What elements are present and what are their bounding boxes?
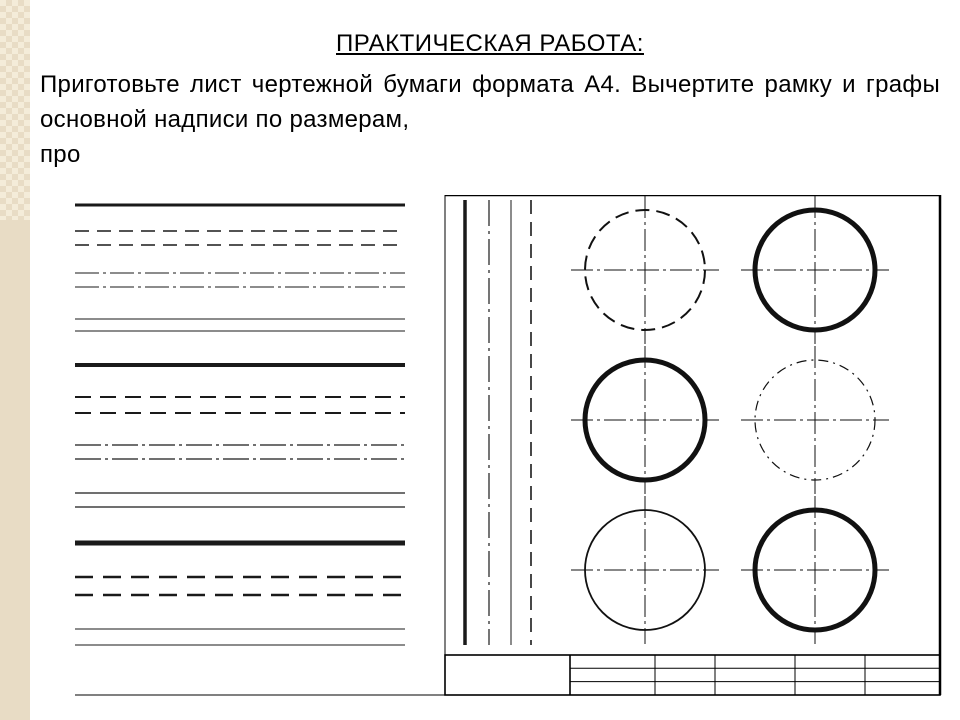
- sidebar-svg: [0, 0, 30, 720]
- text-content: ПРАКТИЧЕСКАЯ РАБОТА: Приготовьте лист че…: [40, 30, 940, 172]
- text-line-3: размерам,: [289, 106, 409, 133]
- drawing-diagram: [75, 195, 945, 700]
- decorative-sidebar: [0, 0, 30, 720]
- page-title: ПРАКТИЧЕСКАЯ РАБОТА:: [40, 30, 940, 58]
- text-line-1: Приготовьте лист чертежной бумаги формат…: [40, 71, 621, 98]
- diagram-svg: [75, 195, 945, 700]
- instruction-text: Приготовьте лист чертежной бумаги формат…: [40, 68, 940, 172]
- text-line-4: про: [40, 141, 81, 168]
